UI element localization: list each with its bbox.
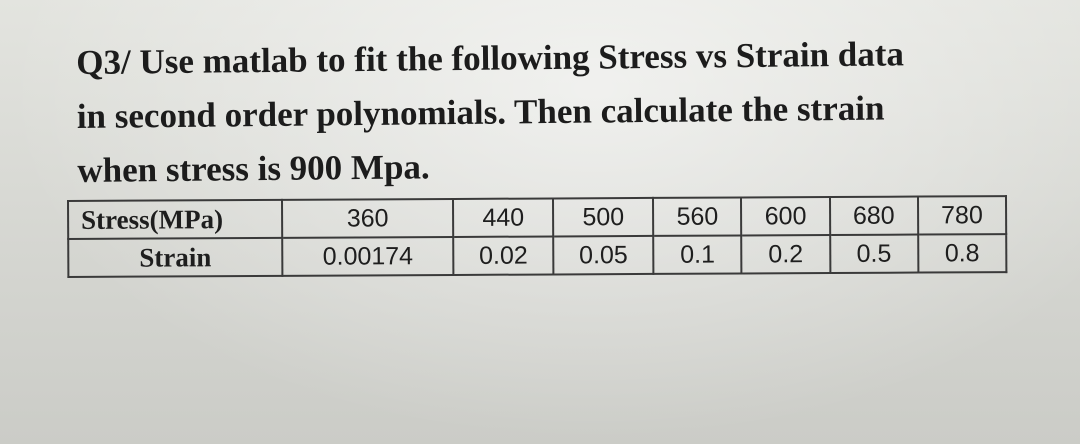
table-cell: 0.05	[553, 235, 654, 275]
question-line: in second order polynomials. Then calcul…	[76, 88, 885, 136]
table-row-stress: Stress(MPa) 360 440 500 560 600 680 780	[68, 196, 1007, 239]
table-cell: 0.02	[453, 236, 554, 275]
table-cell: 0.00174	[282, 236, 454, 276]
stress-strain-table: Stress(MPa) 360 440 500 560 600 680 780 …	[67, 195, 1008, 278]
table-cell: 600	[741, 197, 830, 236]
table-cell: 0.5	[829, 234, 919, 274]
table-cell: 680	[829, 196, 918, 236]
row-header-strain: Strain	[68, 237, 283, 277]
table-row-strain: Strain 0.00174 0.02 0.05 0.1 0.2 0.5 0.8	[68, 234, 1007, 277]
question-line: Q3/ Use matlab to fit the following Stre…	[76, 34, 905, 82]
question-line: when stress is 900 Mpa.	[77, 147, 430, 190]
table-cell: 0.2	[741, 235, 830, 274]
table-cell: 0.8	[917, 234, 1007, 273]
table-cell: 500	[553, 197, 654, 237]
table-cell: 360	[282, 198, 454, 238]
table-cell: 440	[453, 198, 554, 237]
table-cell: 560	[653, 197, 742, 236]
row-header-stress: Stress(MPa)	[68, 199, 283, 239]
table-cell: 780	[917, 196, 1007, 235]
question-text: Q3/ Use matlab to fit the following Stre…	[76, 26, 1038, 198]
table-cell: 0.1	[653, 235, 742, 274]
